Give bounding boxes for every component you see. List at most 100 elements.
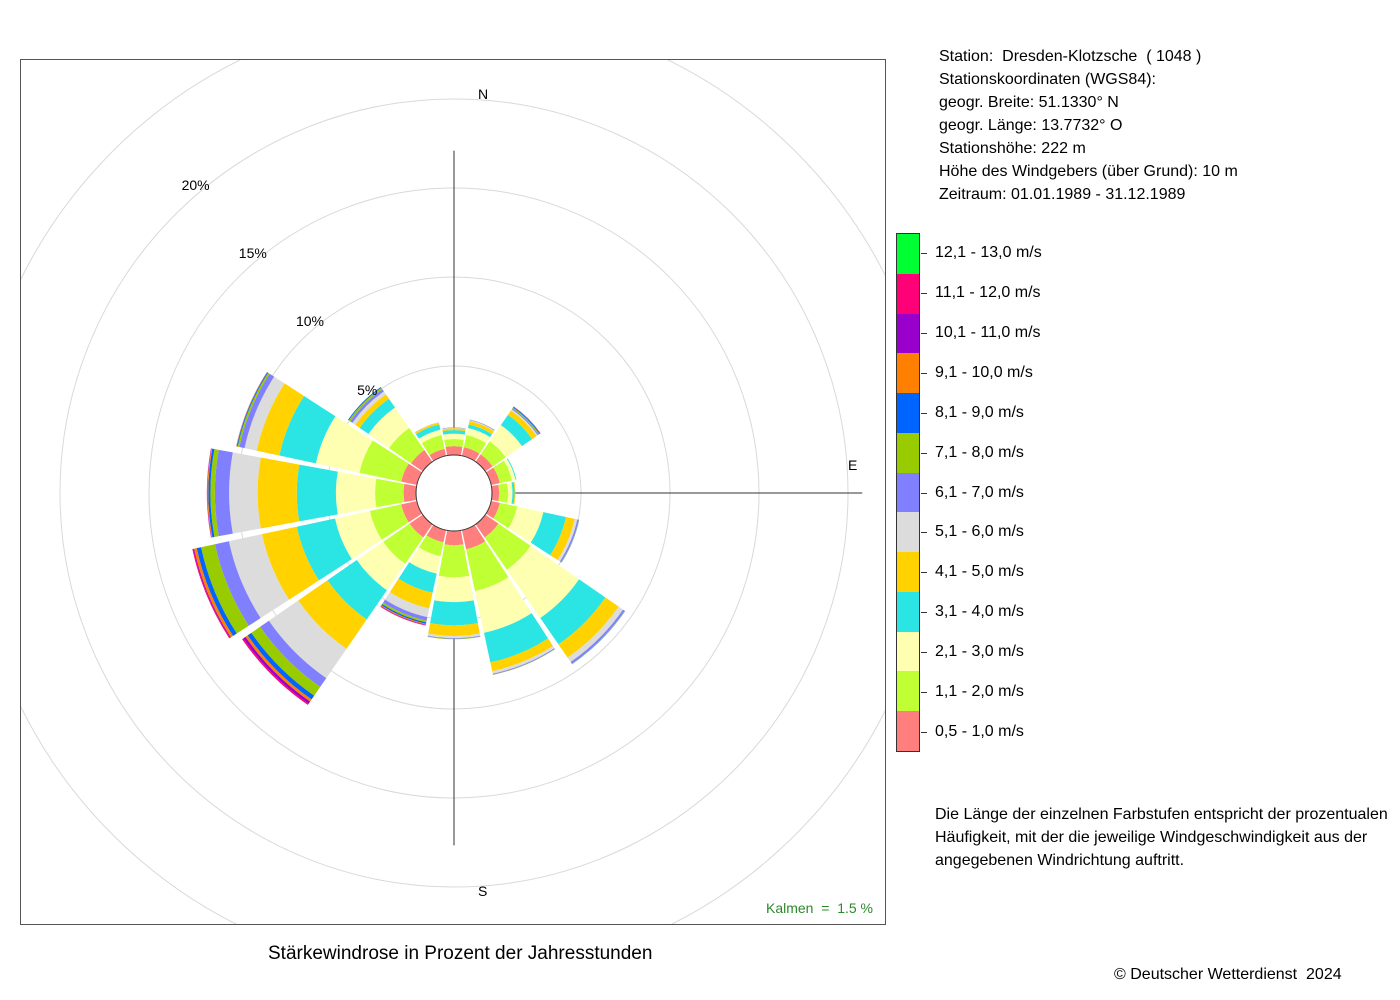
legend-color-bar [896, 233, 920, 752]
sector-WSW-class-2 [369, 504, 409, 540]
sector-NNW-class-1 [429, 448, 447, 462]
rose-sectors [192, 372, 626, 705]
sector-W-class-6 [229, 452, 261, 534]
ring-label-10: 10% [295, 313, 325, 330]
sector-NW-class-3 [368, 407, 410, 449]
calms-label: Kalmen = 1.5 % [765, 900, 873, 916]
sector-NW-class-7 [350, 389, 384, 423]
sector-E-class-4 [511, 482, 515, 504]
sector-ENE-class-2 [493, 460, 513, 484]
sector-NE-class-4 [500, 414, 533, 447]
sector-E-class-5 [513, 481, 516, 505]
legend-label: 7,1 - 8,0 m/s [935, 443, 1024, 461]
legend-label: 6,1 - 7,0 m/s [935, 483, 1024, 501]
legend-swatch-13 [897, 234, 919, 274]
legend-swatch-4 [897, 591, 919, 632]
sector-S-class-6 [427, 633, 481, 639]
sector-SSW-class-5 [389, 578, 433, 609]
legend-swatch-11 [897, 313, 919, 354]
sector-N-class-7 [442, 427, 466, 429]
sector-ESE-class-6 [557, 518, 578, 562]
sector-NW-class-6 [352, 391, 386, 425]
sector-WSW-class-7 [214, 541, 261, 626]
sector-NNW-class-3 [418, 429, 442, 444]
sector-WSW-class-1 [401, 500, 423, 523]
sector-WNW-class-6 [244, 376, 285, 451]
sector-NNE-class-3 [466, 427, 491, 444]
legend-label: 3,1 - 4,0 m/s [935, 603, 1024, 621]
sector-ESE-class-1 [485, 500, 500, 519]
legend-item-10: 9,1 - 10,0 m/s [921, 363, 1033, 383]
legend-swatch-10 [897, 353, 919, 394]
legend-label: 0,5 - 1,0 m/s [935, 723, 1024, 741]
station-latitude: geogr. Breite: 51.1330° N [939, 94, 1119, 111]
sector-WNW-class-5 [256, 383, 305, 456]
ring-label-15: 15% [238, 245, 267, 262]
sector-SW-class-8 [251, 626, 321, 696]
sector-NW-class-8 [348, 387, 383, 422]
sector-N-class-3 [443, 433, 465, 440]
legend-label: 8,1 - 9,0 m/s [935, 403, 1024, 421]
legend-swatch-5 [897, 552, 919, 592]
sector-NW-class-4 [359, 398, 396, 435]
sector-SE-class-4 [540, 579, 606, 645]
sector-SE-class-3 [506, 545, 580, 619]
sector-ESE-class-3 [508, 506, 544, 543]
sector-NE-class-5 [507, 410, 537, 440]
sector-SW-class-11 [243, 636, 311, 704]
station-longitude: geogr. Länge: 13.7732° O [939, 117, 1123, 134]
sector-WNW-class-1 [401, 463, 423, 486]
sector-W-class-10 [207, 448, 213, 538]
sector-SW-class-6 [268, 600, 347, 679]
sector-SSE-class-3 [475, 577, 532, 633]
sector-SSW-class-7 [383, 599, 428, 621]
sector-WSW-class-6 [228, 534, 290, 619]
sector-S-class-3 [434, 575, 474, 603]
legend-label: 1,1 - 2,0 m/s [935, 683, 1024, 701]
sector-SSW-class-2 [418, 535, 444, 557]
sector-NW-class-2 [389, 428, 425, 464]
sector-S-class-7 [427, 635, 481, 639]
sector-WNW-class-2 [359, 440, 409, 482]
sector-NNW-class-5 [414, 422, 440, 435]
sector-W-class-5 [257, 457, 300, 529]
explanation-note: Die Länge der einzelnen Farbstufen entsp… [935, 806, 1388, 869]
legend-item-8: 7,1 - 8,0 m/s [921, 443, 1024, 463]
sector-W-class-3 [335, 471, 377, 515]
calm-circle [415, 454, 493, 532]
sector-W-class-2 [375, 478, 405, 508]
sector-W-class-12 [206, 448, 212, 538]
copyright: © Deutscher Wetterdienst 2024 [1114, 966, 1342, 983]
legend-label: 10,1 - 11,0 m/s [935, 323, 1041, 341]
sector-SE-class-6 [567, 606, 624, 663]
sector-NNE-class-1 [461, 447, 480, 462]
sector-SSW-class-3 [409, 547, 441, 574]
legend-swatch-3 [897, 631, 919, 672]
sector-ESE-class-5 [550, 517, 575, 561]
legend-swatch-12 [897, 273, 919, 314]
sector-SE-class-7 [570, 609, 625, 664]
sector-ESE-class-4 [530, 512, 566, 556]
sector-SW-class-1 [409, 514, 433, 538]
sector-ENE-class-3 [503, 458, 516, 481]
legend-label: 5,1 - 6,0 m/s [935, 523, 1024, 541]
sector-ENE-class-4 [506, 458, 517, 480]
legend-item-6: 5,1 - 6,0 m/s [921, 522, 1024, 542]
sector-SE-class-5 [558, 597, 619, 658]
sector-NNW-class-4 [415, 424, 441, 439]
legend-item-7: 6,1 - 7,0 m/s [921, 483, 1024, 503]
sector-NW-class-5 [355, 394, 389, 428]
sector-WSW-class-4 [296, 518, 352, 581]
legend-swatch-9 [897, 393, 919, 433]
sector-N-class-6 [442, 427, 466, 430]
sector-WSW-class-8 [201, 544, 249, 634]
ring-label-20: 20% [181, 177, 210, 194]
station-name: Station: Dresden-Klotzsche ( 1048 ) [939, 48, 1202, 65]
sector-SW-class-4 [327, 560, 387, 620]
legend-label: 4,1 - 5,0 m/s [935, 563, 1024, 581]
ring-label-5: 5% [357, 381, 378, 398]
direction-label-e: E [848, 457, 858, 473]
sector-SSE-class-4 [483, 613, 549, 663]
sector-NNE-class-6 [469, 420, 495, 432]
sector-E-class-1 [491, 484, 500, 502]
